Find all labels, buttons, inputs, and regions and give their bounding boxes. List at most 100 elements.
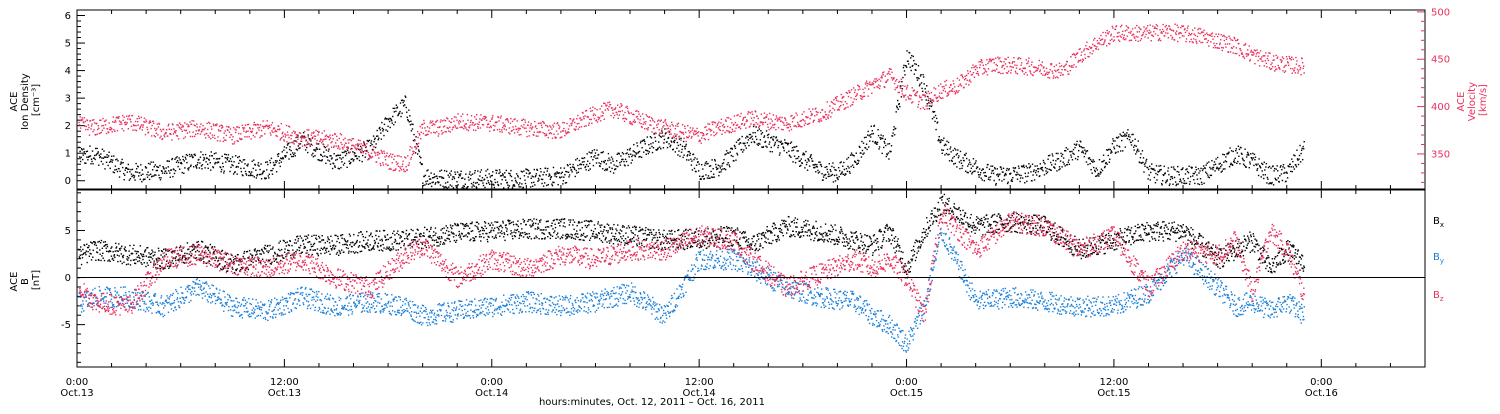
density-point	[403, 100, 404, 101]
density-point	[609, 159, 610, 160]
density-point	[733, 160, 734, 161]
top-left-tick-label: 4	[65, 66, 71, 77]
velocity-point	[1228, 52, 1229, 53]
velocity-point	[384, 153, 385, 154]
density-point	[496, 170, 497, 171]
velocity-point	[253, 135, 254, 136]
density-point	[990, 166, 991, 167]
density-point	[517, 175, 518, 176]
velocity-point	[485, 117, 486, 118]
velocity-point	[1264, 65, 1265, 66]
velocity-point	[1111, 39, 1112, 40]
velocity-point	[530, 125, 531, 126]
density-point	[331, 157, 332, 158]
velocity-point	[576, 126, 577, 127]
density-point	[239, 156, 240, 157]
density-point	[116, 158, 117, 159]
velocity-point	[928, 91, 929, 92]
density-point	[114, 172, 115, 173]
velocity-point	[416, 144, 417, 145]
density-point	[1267, 178, 1268, 179]
density-point	[694, 168, 695, 169]
density-point	[568, 172, 569, 173]
velocity-point	[960, 83, 961, 84]
velocity-point	[1058, 72, 1059, 73]
velocity-point	[664, 120, 665, 121]
velocity-point	[87, 120, 88, 121]
velocity-point	[501, 131, 502, 132]
density-point	[1182, 169, 1183, 170]
density-point	[581, 164, 582, 165]
velocity-point	[203, 129, 204, 130]
velocity-point	[288, 137, 289, 138]
velocity-point	[568, 132, 569, 133]
velocity-point	[688, 130, 689, 131]
velocity-point	[402, 163, 403, 164]
density-point	[409, 115, 410, 116]
density-point	[767, 137, 768, 138]
velocity-point	[300, 133, 301, 134]
density-point	[815, 171, 816, 172]
velocity-point	[905, 99, 906, 100]
velocity-point	[895, 80, 896, 81]
velocity-point	[360, 143, 361, 144]
velocity-point	[902, 93, 903, 94]
density-point	[1203, 183, 1204, 184]
density-point	[490, 180, 491, 181]
velocity-point	[170, 134, 171, 135]
velocity-point	[94, 122, 95, 123]
velocity-point	[718, 121, 719, 122]
velocity-point	[961, 85, 962, 86]
x-tick-date-label: Oct.14	[475, 388, 508, 399]
velocity-point	[538, 123, 539, 124]
density-point	[1292, 171, 1293, 172]
density-point	[848, 167, 849, 168]
density-point	[592, 150, 593, 151]
density-point	[488, 173, 489, 174]
velocity-point	[262, 126, 263, 127]
density-point	[549, 175, 550, 176]
density-point	[1015, 167, 1016, 168]
velocity-point	[766, 114, 767, 115]
density-point	[468, 179, 469, 180]
velocity-point	[689, 132, 690, 133]
velocity-point	[584, 115, 585, 116]
density-point	[944, 154, 945, 155]
velocity-point	[111, 128, 112, 129]
density-point	[221, 169, 222, 170]
velocity-point	[1046, 72, 1047, 73]
velocity-point	[1297, 69, 1298, 70]
density-point	[462, 187, 463, 188]
velocity-point	[1140, 40, 1141, 41]
velocity-point	[319, 140, 320, 141]
density-point	[1237, 161, 1238, 162]
density-point	[1219, 168, 1220, 169]
density-point	[605, 160, 606, 161]
density-point	[561, 176, 562, 177]
velocity-point	[559, 126, 560, 127]
density-point	[327, 157, 328, 158]
density-point	[800, 165, 801, 166]
density-point	[135, 171, 136, 172]
velocity-point	[610, 104, 611, 105]
velocity-point	[491, 119, 492, 120]
density-point	[341, 158, 342, 159]
velocity-point	[1096, 48, 1097, 49]
velocity-point	[477, 123, 478, 124]
velocity-point	[854, 92, 855, 93]
density-point	[85, 163, 86, 164]
density-point	[667, 147, 668, 148]
velocity-point	[661, 128, 662, 129]
density-point	[795, 158, 796, 159]
velocity-point	[1147, 37, 1148, 38]
velocity-point	[295, 131, 296, 132]
density-point	[836, 174, 837, 175]
density-point	[259, 169, 260, 170]
density-point	[168, 170, 169, 171]
density-point	[1083, 147, 1084, 148]
density-point	[1299, 145, 1300, 146]
density-point	[771, 136, 772, 137]
density-point	[658, 147, 659, 148]
velocity-point	[1232, 40, 1233, 41]
velocity-point	[512, 121, 513, 122]
